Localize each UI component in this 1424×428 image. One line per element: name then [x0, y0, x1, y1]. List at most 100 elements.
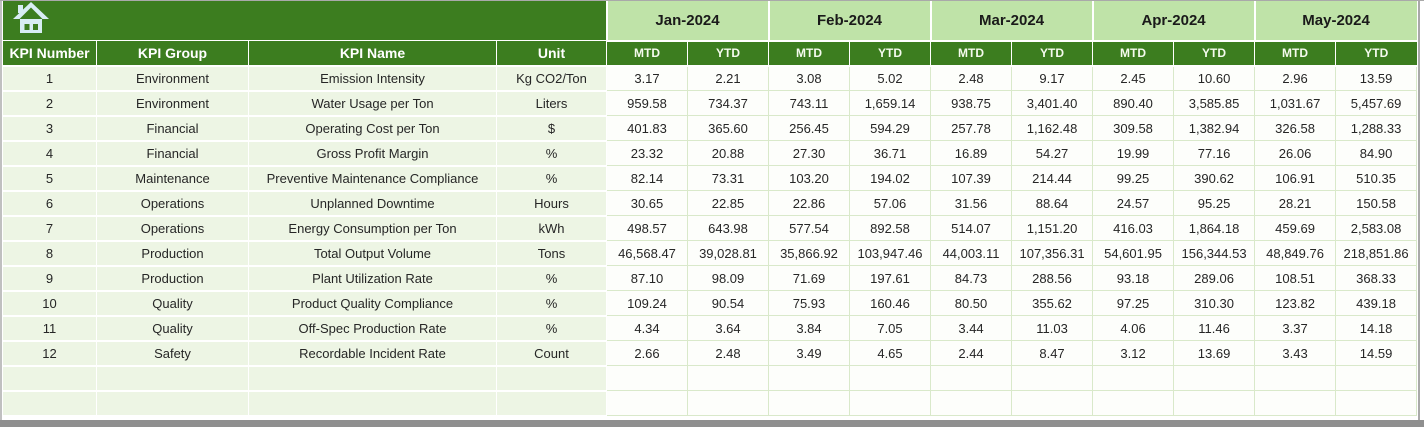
month-header[interactable]: Jan-2024 — [605, 1, 769, 42]
value-cell[interactable]: 3,585.85 — [1173, 90, 1256, 116]
value-cell[interactable]: 2.21 — [687, 65, 769, 91]
kpi-name-cell[interactable]: Water Usage per Ton — [248, 90, 497, 117]
value-cell[interactable]: 288.56 — [1011, 265, 1094, 291]
value-cell[interactable]: 257.78 — [930, 115, 1013, 141]
kpi-number-cell[interactable]: 11 — [2, 315, 97, 342]
kpi-number-cell[interactable]: 2 — [2, 90, 97, 117]
value-cell[interactable]: 1,151.20 — [1011, 215, 1094, 241]
kpi-name-cell[interactable]: Product Quality Compliance — [248, 290, 497, 317]
kpi-name-cell[interactable]: Recordable Incident Rate — [248, 340, 497, 367]
value-cell[interactable]: 498.57 — [606, 215, 688, 241]
kpi-group-cell[interactable]: Production — [96, 240, 249, 267]
value-cell[interactable]: 214.44 — [1011, 165, 1094, 191]
unit-cell[interactable]: Tons — [496, 240, 607, 267]
value-cell[interactable]: 150.58 — [1335, 190, 1418, 216]
value-cell[interactable]: 365.60 — [687, 115, 769, 141]
value-cell[interactable]: 2.48 — [687, 340, 769, 366]
value-cell[interactable]: 3.84 — [768, 315, 850, 341]
sub-column-header[interactable]: MTD — [1254, 40, 1336, 67]
value-cell[interactable]: 743.11 — [768, 90, 850, 116]
empty-left-cell[interactable] — [2, 390, 97, 417]
value-cell[interactable]: 416.03 — [1092, 215, 1175, 241]
value-cell[interactable]: 108.51 — [1254, 265, 1337, 291]
value-cell[interactable]: 98.09 — [687, 265, 769, 291]
value-cell[interactable]: 3.17 — [606, 65, 688, 91]
value-cell[interactable]: 510.35 — [1335, 165, 1418, 191]
kpi-group-cell[interactable]: Operations — [96, 190, 249, 217]
value-cell[interactable]: 594.29 — [848, 115, 932, 141]
empty-value-cell[interactable] — [848, 390, 932, 416]
unit-cell[interactable]: % — [496, 140, 607, 167]
kpi-name-cell[interactable]: Gross Profit Margin — [248, 140, 497, 167]
unit-cell[interactable]: Hours — [496, 190, 607, 217]
kpi-name-cell[interactable]: Energy Consumption per Ton — [248, 215, 497, 242]
value-cell[interactable]: 256.45 — [768, 115, 850, 141]
empty-value-cell[interactable] — [1335, 365, 1418, 391]
value-cell[interactable]: 1,659.14 — [848, 90, 932, 116]
value-cell[interactable]: 2.66 — [606, 340, 688, 366]
value-cell[interactable]: 54,601.95 — [1092, 240, 1175, 266]
empty-left-cell[interactable] — [496, 365, 607, 392]
fixed-column-header[interactable]: KPI Name — [248, 40, 497, 67]
value-cell[interactable]: 3.37 — [1254, 315, 1337, 341]
value-cell[interactable]: 99.25 — [1092, 165, 1175, 191]
kpi-name-cell[interactable]: Total Output Volume — [248, 240, 497, 267]
value-cell[interactable]: 2.44 — [930, 340, 1013, 366]
value-cell[interactable]: 13.69 — [1173, 340, 1256, 366]
kpi-number-cell[interactable]: 10 — [2, 290, 97, 317]
value-cell[interactable]: 3.08 — [768, 65, 850, 91]
value-cell[interactable]: 2.48 — [930, 65, 1013, 91]
value-cell[interactable]: 107.39 — [930, 165, 1013, 191]
value-cell[interactable]: 26.06 — [1254, 140, 1337, 166]
value-cell[interactable]: 160.46 — [848, 290, 932, 316]
kpi-number-cell[interactable]: 1 — [2, 65, 97, 92]
empty-value-cell[interactable] — [687, 365, 769, 391]
value-cell[interactable]: 9.17 — [1011, 65, 1094, 91]
value-cell[interactable]: 109.24 — [606, 290, 688, 316]
value-cell[interactable]: 2.45 — [1092, 65, 1175, 91]
value-cell[interactable]: 73.31 — [687, 165, 769, 191]
value-cell[interactable]: 5,457.69 — [1335, 90, 1418, 116]
empty-left-cell[interactable] — [96, 390, 249, 417]
value-cell[interactable]: 36.71 — [848, 140, 932, 166]
fixed-column-header[interactable]: Unit — [496, 40, 607, 67]
value-cell[interactable]: 19.99 — [1092, 140, 1175, 166]
value-cell[interactable]: 218,851.86 — [1335, 240, 1418, 266]
kpi-name-cell[interactable]: Unplanned Downtime — [248, 190, 497, 217]
value-cell[interactable]: 46,568.47 — [606, 240, 688, 266]
value-cell[interactable]: 39,028.81 — [687, 240, 769, 266]
value-cell[interactable]: 3.64 — [687, 315, 769, 341]
month-header[interactable]: May-2024 — [1253, 1, 1417, 42]
value-cell[interactable]: 3.43 — [1254, 340, 1337, 366]
value-cell[interactable]: 439.18 — [1335, 290, 1418, 316]
sub-column-header[interactable]: MTD — [768, 40, 850, 67]
fixed-column-header[interactable]: KPI Number — [2, 40, 97, 67]
empty-left-cell[interactable] — [248, 365, 497, 392]
value-cell[interactable]: 197.61 — [848, 265, 932, 291]
unit-cell[interactable]: Kg CO2/Ton — [496, 65, 607, 92]
value-cell[interactable]: 3,401.40 — [1011, 90, 1094, 116]
value-cell[interactable]: 77.16 — [1173, 140, 1256, 166]
empty-value-cell[interactable] — [1173, 365, 1256, 391]
sub-column-header[interactable]: YTD — [848, 40, 931, 67]
value-cell[interactable]: 355.62 — [1011, 290, 1094, 316]
value-cell[interactable]: 390.62 — [1173, 165, 1256, 191]
value-cell[interactable]: 289.06 — [1173, 265, 1256, 291]
value-cell[interactable]: 71.69 — [768, 265, 850, 291]
value-cell[interactable]: 4.06 — [1092, 315, 1175, 341]
value-cell[interactable]: 734.37 — [687, 90, 769, 116]
value-cell[interactable]: 84.90 — [1335, 140, 1418, 166]
value-cell[interactable]: 1,162.48 — [1011, 115, 1094, 141]
value-cell[interactable]: 2,583.08 — [1335, 215, 1418, 241]
value-cell[interactable]: 7.05 — [848, 315, 932, 341]
kpi-group-cell[interactable]: Environment — [96, 90, 249, 117]
value-cell[interactable]: 8.47 — [1011, 340, 1094, 366]
empty-left-cell[interactable] — [96, 365, 249, 392]
value-cell[interactable]: 309.58 — [1092, 115, 1175, 141]
unit-cell[interactable]: % — [496, 290, 607, 317]
value-cell[interactable]: 514.07 — [930, 215, 1013, 241]
value-cell[interactable]: 1,031.67 — [1254, 90, 1337, 116]
value-cell[interactable]: 44,003.11 — [930, 240, 1013, 266]
value-cell[interactable]: 93.18 — [1092, 265, 1175, 291]
empty-value-cell[interactable] — [1011, 390, 1094, 416]
